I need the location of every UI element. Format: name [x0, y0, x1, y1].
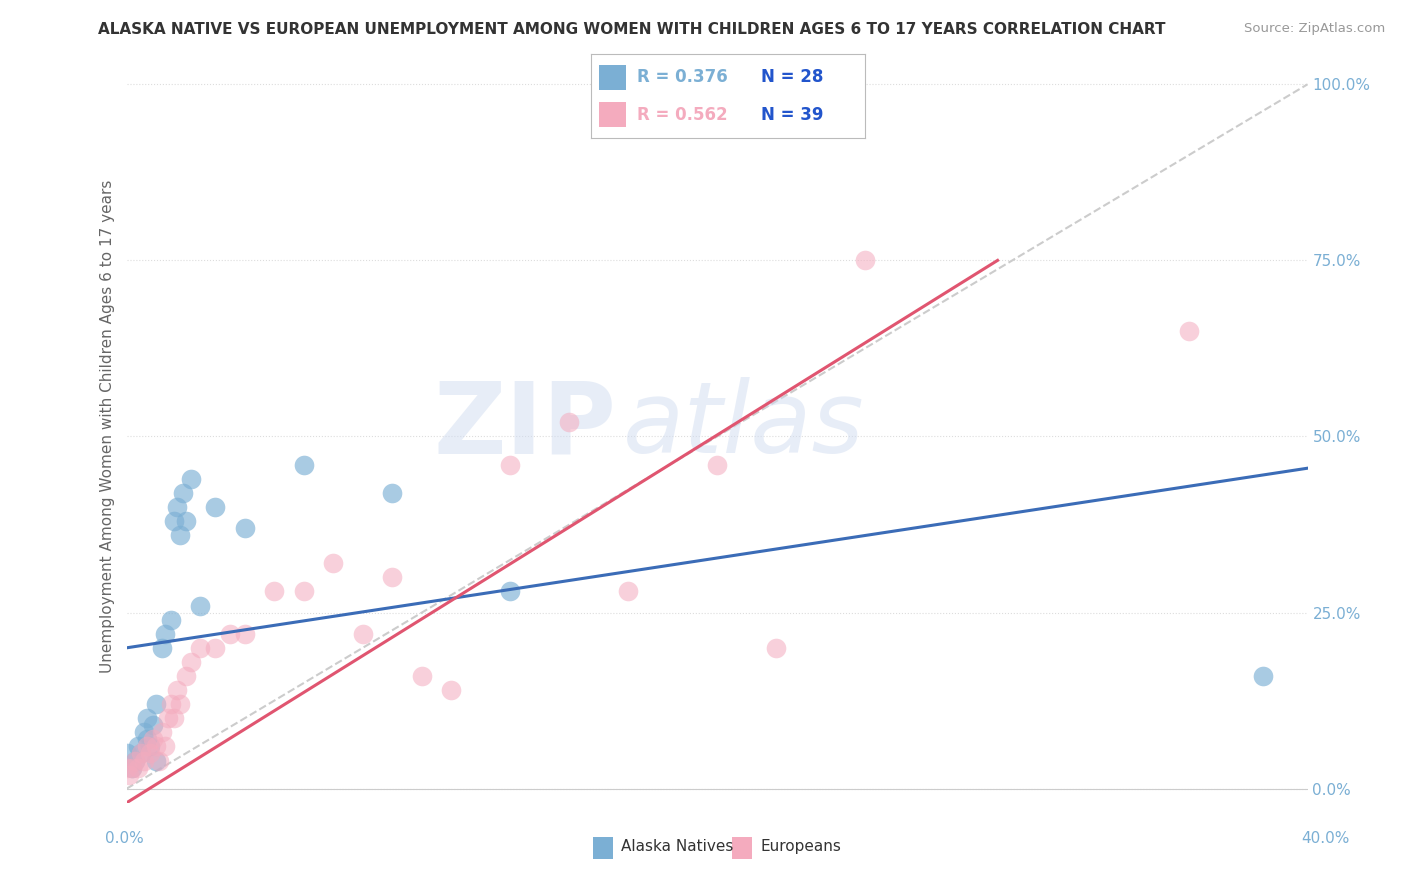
Point	[204, 640, 226, 655]
Point	[169, 697, 191, 711]
Point	[381, 486, 404, 500]
Text: N = 28: N = 28	[761, 69, 823, 87]
Point	[153, 626, 176, 640]
Point	[558, 416, 581, 430]
Point	[145, 754, 167, 768]
Point	[134, 725, 156, 739]
Point	[188, 599, 212, 613]
Point	[136, 732, 159, 747]
Text: N = 39: N = 39	[761, 105, 823, 123]
Point	[440, 683, 463, 698]
Point	[292, 458, 315, 472]
Point	[174, 669, 197, 683]
Y-axis label: Unemployment Among Women with Children Ages 6 to 17 years: Unemployment Among Women with Children A…	[100, 179, 115, 673]
Point	[150, 640, 173, 655]
Point	[180, 472, 202, 486]
Point	[142, 732, 165, 747]
Point	[129, 747, 153, 761]
Point	[174, 514, 197, 528]
Text: 40.0%: 40.0%	[1302, 831, 1350, 847]
Point	[322, 556, 344, 570]
Text: ZIP: ZIP	[434, 377, 617, 475]
Point	[142, 718, 165, 732]
Point	[166, 683, 188, 698]
Point	[292, 584, 315, 599]
Point	[118, 767, 141, 781]
Text: Alaska Natives: Alaska Natives	[621, 839, 734, 855]
Point	[115, 747, 138, 761]
Point	[148, 754, 170, 768]
Point	[153, 739, 176, 754]
Point	[124, 754, 146, 768]
Text: R = 0.562: R = 0.562	[637, 105, 728, 123]
Text: 0.0%: 0.0%	[105, 831, 145, 847]
Point	[765, 640, 787, 655]
Point	[1253, 669, 1275, 683]
Bar	[599, 64, 626, 90]
Point	[180, 655, 202, 669]
Point	[706, 458, 728, 472]
Point	[233, 626, 256, 640]
Point	[134, 754, 156, 768]
Point	[499, 584, 522, 599]
Point	[124, 754, 146, 768]
Point	[115, 761, 138, 775]
Point	[145, 697, 167, 711]
Text: Europeans: Europeans	[761, 839, 841, 855]
Point	[166, 500, 188, 514]
Point	[136, 711, 159, 725]
Point	[121, 761, 143, 775]
Point	[127, 761, 149, 775]
Point	[263, 584, 285, 599]
Point	[204, 500, 226, 514]
Point	[139, 747, 162, 761]
Point	[127, 739, 149, 754]
Text: atlas: atlas	[623, 377, 865, 475]
Point	[156, 711, 179, 725]
Point	[139, 739, 162, 754]
Text: Source: ZipAtlas.com: Source: ZipAtlas.com	[1244, 22, 1385, 36]
Point	[1178, 324, 1201, 338]
Point	[219, 626, 242, 640]
Point	[188, 640, 212, 655]
Text: R = 0.376: R = 0.376	[637, 69, 728, 87]
Point	[129, 747, 153, 761]
Point	[163, 514, 186, 528]
Point	[145, 739, 167, 754]
Point	[617, 584, 640, 599]
Point	[169, 528, 191, 542]
Point	[352, 626, 374, 640]
Bar	[599, 102, 626, 128]
Point	[499, 458, 522, 472]
Point	[160, 697, 183, 711]
Point	[121, 761, 143, 775]
Point	[136, 739, 159, 754]
Point	[233, 521, 256, 535]
Text: ALASKA NATIVE VS EUROPEAN UNEMPLOYMENT AMONG WOMEN WITH CHILDREN AGES 6 TO 17 YE: ALASKA NATIVE VS EUROPEAN UNEMPLOYMENT A…	[98, 22, 1166, 37]
Point	[853, 253, 876, 268]
Bar	[593, 837, 613, 859]
Point	[150, 725, 173, 739]
Point	[411, 669, 433, 683]
Point	[172, 486, 194, 500]
Bar	[733, 837, 752, 859]
Point	[163, 711, 186, 725]
Point	[160, 613, 183, 627]
Point	[381, 570, 404, 584]
